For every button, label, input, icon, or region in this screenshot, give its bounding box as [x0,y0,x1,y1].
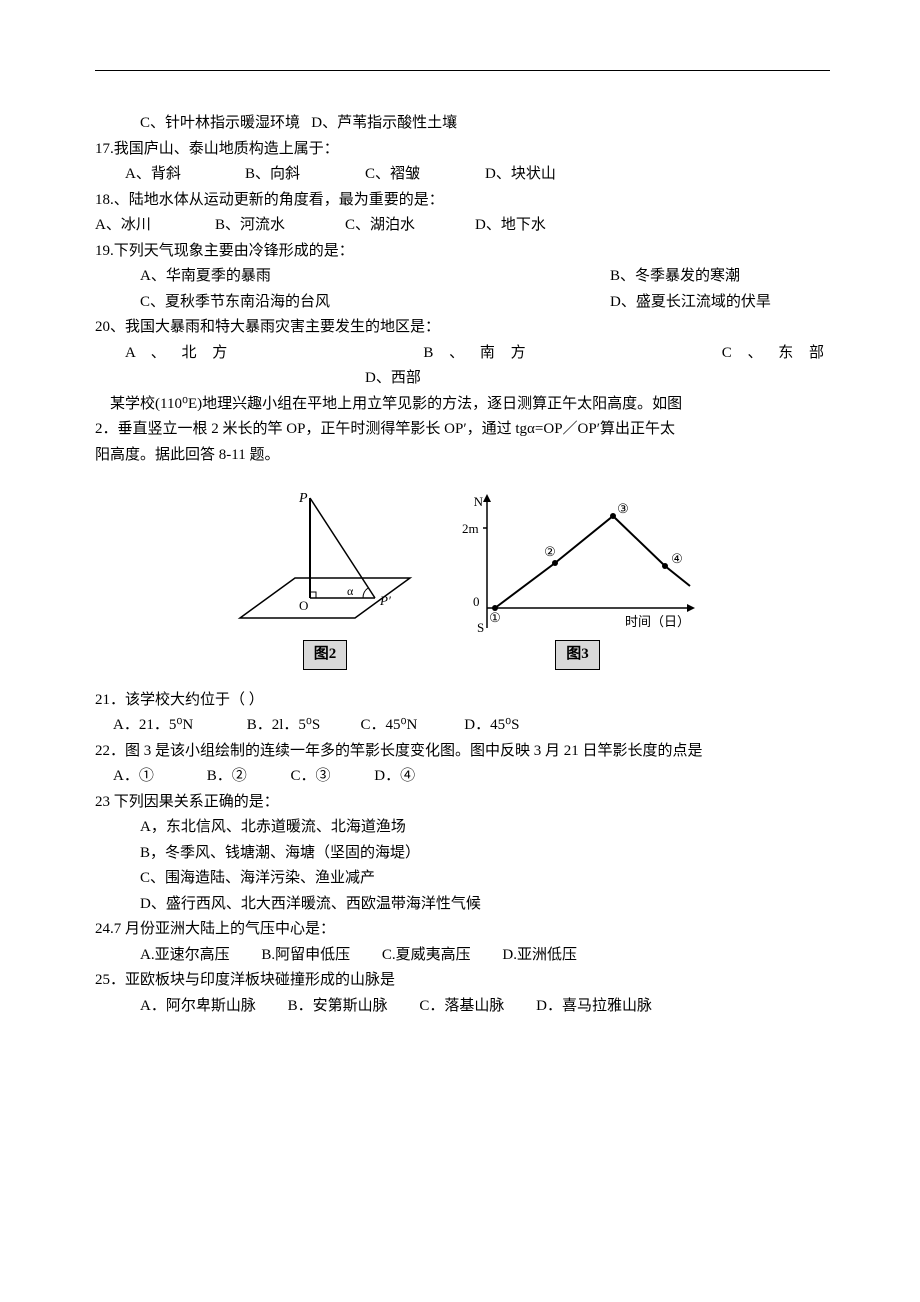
fig2-alpha: α [347,584,354,598]
fig3-N: N [474,494,484,509]
q21-a: A．21．5⁰N [113,713,243,739]
q19-a: A、华南夏季的暴雨 [140,264,610,290]
q20-b: B 、 南 方 [423,341,531,367]
q18-d: D、地下水 [475,213,546,239]
q19-row2: C、夏秋季节东南沿海的台风 D、盛夏长江流域的伏旱 [95,290,830,316]
q25-a: A．阿尔卑斯山脉 [140,998,256,1014]
q24-options: A.亚速尔高压 B.阿留申低压 C.夏威夷高压 D.亚洲低压 [95,943,830,969]
q22-stem: 22．图 3 是该小组绘制的连续一年多的竿影长度变化图。图中反映 3 月 21 … [95,739,830,765]
q25-c: C．落基山脉 [419,998,504,1014]
q18-b: B、河流水 [215,213,345,239]
q25-stem: 25．亚欧板块与印度洋板块碰撞形成的山脉是 [95,968,830,994]
fig2-P: P [298,491,308,506]
q21-b: B．2l．5⁰S [247,713,357,739]
q25-b: B．安第斯山脉 [288,998,388,1014]
fig2-Pp: P′ [379,593,391,608]
fig2-svg: P O P′ α [225,488,425,638]
q20-a: A 、 北 方 [125,341,233,367]
fig3-S: S [477,620,484,635]
q23-d: D、盛行西风、北大西洋暖流、西欧温带海洋性气候 [95,892,830,918]
fig3-p3: ③ [617,501,629,516]
fig2-O: O [299,598,308,613]
q18-a: A、冰川 [95,213,215,239]
q20-options-abc: A 、 北 方 B 、 南 方 C 、 东 部 [95,341,830,367]
q17-a: A、背斜 [125,162,245,188]
passage-l2: 2．垂直竖立一根 2 米长的竿 OP，正午时测得竿影长 OP′，通过 tgα=O… [95,417,830,443]
q20-stem: 20、我国大暴雨和特大暴雨灾害主要发生的地区是： [95,315,830,341]
q25-d: D．喜马拉雅山脉 [536,998,652,1014]
fig3-xlabel: 时间（日） [625,614,690,629]
q16-opt-d: D、芦苇指示酸性土壤 [311,115,457,131]
q23-c: C、围海造陆、海洋污染、渔业减产 [95,866,830,892]
q25-options: A．阿尔卑斯山脉 B．安第斯山脉 C．落基山脉 D．喜马拉雅山脉 [95,994,830,1020]
top-rule [95,70,830,71]
q24-b: B.阿留申低压 [261,947,350,963]
passage-l3: 阳高度。据此回答 8-11 题。 [95,443,830,469]
q21-stem: 21．该学校大约位于（ ） [95,688,830,714]
q16-options-cd: C、针叶林指示暖湿环境 D、芦苇指示酸性土壤 [95,111,830,137]
passage-l1: 某学校(110⁰E)地理兴趣小组在平地上用立竿见影的方法，逐日测算正午太阳高度。… [95,392,830,418]
q22-c: C．③ [291,764,371,790]
q21-c: C．45⁰N [361,713,461,739]
fig3-svg: N 2m 0 S 时间（日） ① ② ③ ④ [455,488,700,638]
q23-a: A，东北信风、北赤道暖流、北海道渔场 [95,815,830,841]
fig2-label: 图2 [303,640,348,670]
q16-opt-c: C、针叶林指示暖湿环境 [140,115,300,131]
q17-c: C、褶皱 [365,162,485,188]
q24-d: D.亚洲低压 [502,947,577,963]
q18-options: A、冰川 B、河流水 C、湖泊水 D、地下水 [95,213,830,239]
q22-d: D．④ [374,768,415,784]
q20-c: C 、 东 部 [722,341,830,367]
q22-a: A．① [113,764,203,790]
q24-a: A.亚速尔高压 [140,947,230,963]
q17-options: A、背斜 B、向斜 C、褶皱 D、块状山 [95,162,830,188]
q19-d: D、盛夏长江流域的伏旱 [610,290,830,316]
q18-c: C、湖泊水 [345,213,475,239]
q23-b: B，冬季风、钱塘潮、海塘（坚固的海堤） [95,841,830,867]
q19-b: B、冬季暴发的寒潮 [610,264,830,290]
q24-stem: 24.7 月份亚洲大陆上的气压中心是： [95,917,830,943]
q21-d: D．45⁰S [464,717,519,733]
fig3-label: 图3 [555,640,600,670]
fig3-2m: 2m [462,521,479,536]
q24-c: C.夏威夷高压 [382,947,471,963]
q19-c: C、夏秋季节东南沿海的台风 [140,290,610,316]
q18-stem: 18.、陆地水体从运动更新的角度看，最为重要的是： [95,188,830,214]
q23-stem: 23 下列因果关系正确的是： [95,790,830,816]
q22-options: A．① B．② C．③ D．④ [95,764,830,790]
fig3-p2: ② [544,544,556,559]
q19-row1: A、华南夏季的暴雨 B、冬季暴发的寒潮 [95,264,830,290]
fig3-0: 0 [473,594,480,609]
q21-options: A．21．5⁰N B．2l．5⁰S C．45⁰N D．45⁰S [95,713,830,739]
q17-d: D、块状山 [485,162,556,188]
q20-d: D、西部 [95,366,830,392]
q17-stem: 17.我国庐山、泰山地质构造上属于： [95,137,830,163]
q22-b: B．② [207,764,287,790]
figure-2: P O P′ α 图2 [225,488,425,670]
figure-3: N 2m 0 S 时间（日） ① ② ③ ④ 图3 [455,488,700,670]
q19-stem: 19.下列天气现象主要由冷锋形成的是： [95,239,830,265]
q17-b: B、向斜 [245,162,365,188]
fig3-p1: ① [489,610,501,625]
fig3-p4: ④ [671,551,683,566]
figures-row: P O P′ α 图2 N 2m 0 S [95,488,830,670]
